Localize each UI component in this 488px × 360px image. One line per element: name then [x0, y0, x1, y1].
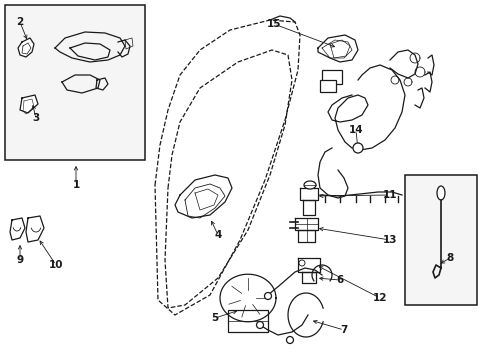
- Polygon shape: [297, 258, 319, 272]
- Text: 10: 10: [49, 260, 63, 270]
- Text: 12: 12: [372, 293, 386, 303]
- Text: 15: 15: [266, 19, 281, 29]
- Circle shape: [286, 337, 293, 343]
- Circle shape: [298, 260, 305, 266]
- Circle shape: [352, 143, 362, 153]
- Polygon shape: [294, 218, 317, 230]
- Polygon shape: [302, 272, 315, 283]
- Polygon shape: [18, 38, 34, 57]
- Text: 2: 2: [16, 17, 23, 27]
- Text: 11: 11: [382, 190, 396, 200]
- Bar: [319, 80, 335, 92]
- Bar: [5, 5, 145, 160]
- Ellipse shape: [436, 186, 444, 200]
- Polygon shape: [10, 218, 25, 240]
- Bar: [404, 175, 476, 305]
- Polygon shape: [317, 35, 357, 62]
- Bar: [321, 70, 341, 84]
- Text: 4: 4: [214, 230, 221, 240]
- Text: 3: 3: [32, 113, 40, 123]
- Polygon shape: [220, 274, 275, 322]
- Polygon shape: [26, 216, 44, 242]
- Text: 6: 6: [336, 275, 343, 285]
- Ellipse shape: [304, 181, 315, 189]
- Circle shape: [256, 321, 263, 328]
- Polygon shape: [297, 230, 314, 242]
- Text: 9: 9: [17, 255, 23, 265]
- Polygon shape: [175, 175, 231, 218]
- Polygon shape: [20, 95, 38, 113]
- Circle shape: [264, 292, 271, 300]
- Text: 1: 1: [72, 180, 80, 190]
- Text: 7: 7: [340, 325, 347, 335]
- Polygon shape: [303, 200, 314, 215]
- Polygon shape: [299, 188, 317, 200]
- Text: 13: 13: [382, 235, 396, 245]
- Text: 14: 14: [348, 125, 363, 135]
- Text: 8: 8: [446, 253, 453, 263]
- Text: 5: 5: [211, 313, 218, 323]
- Bar: [227, 310, 267, 332]
